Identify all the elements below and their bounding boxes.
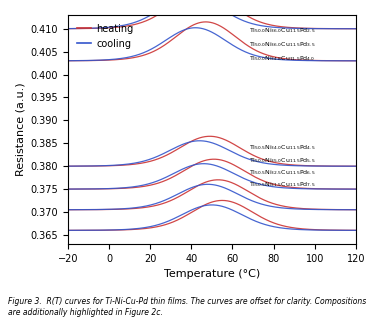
- Text: Ti$_{50.5}$Ni$_{31.5}$Cu$_{11.5}$Pd$_{7.5}$: Ti$_{50.5}$Ni$_{31.5}$Cu$_{11.5}$Pd$_{7.…: [249, 180, 315, 189]
- Text: Figure 3.  R(T) curves for Ti-Ni-Cu-Pd thin films. The curves are offset for cla: Figure 3. R(T) curves for Ti-Ni-Cu-Pd th…: [8, 297, 366, 317]
- Legend: heating, cooling: heating, cooling: [73, 20, 137, 52]
- Text: Ti$_{50.5}$Ni$_{32.5}$Cu$_{11.5}$Pd$_{6.5}$: Ti$_{50.5}$Ni$_{32.5}$Cu$_{11.5}$Pd$_{6.…: [249, 168, 315, 177]
- Y-axis label: Resistance (a.u.): Resistance (a.u.): [15, 83, 25, 176]
- Text: Ti$_{50.0}$Ni$_{34.8}$Cu$_{11.5}$Pd$_{4.0}$: Ti$_{50.0}$Ni$_{34.8}$Cu$_{11.5}$Pd$_{4.…: [249, 54, 315, 63]
- X-axis label: Temperature (°C): Temperature (°C): [164, 269, 260, 279]
- Text: Ti$_{50.0}$Ni$_{36.0}$Cu$_{11.5}$Pd$_{3.5}$: Ti$_{50.0}$Ni$_{36.0}$Cu$_{11.5}$Pd$_{3.…: [249, 40, 315, 49]
- Text: Ti$_{50.0}$Ni$_{35.0}$Cu$_{11.5}$Pd$_{5.5}$: Ti$_{50.0}$Ni$_{35.0}$Cu$_{11.5}$Pd$_{5.…: [249, 156, 315, 165]
- Text: Ti$_{50.5}$Ni$_{34.0}$Cu$_{11.5}$Pd$_{4.5}$: Ti$_{50.5}$Ni$_{34.0}$Cu$_{11.5}$Pd$_{4.…: [249, 143, 315, 152]
- Text: Ti$_{50.0}$Ni$_{36.0}$Cu$_{11.5}$Pd$_{2.5}$: Ti$_{50.0}$Ni$_{36.0}$Cu$_{11.5}$Pd$_{2.…: [249, 27, 315, 36]
